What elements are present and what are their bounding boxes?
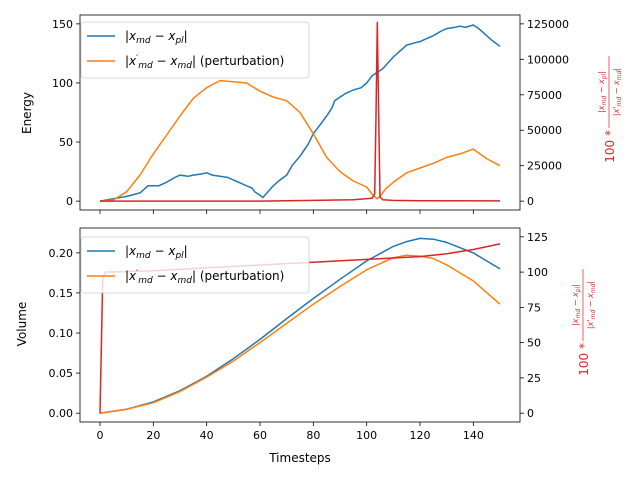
svg-text:100 *: 100 * xyxy=(577,343,591,376)
volume-xlabel: Timesteps xyxy=(268,451,331,465)
volume-y2tick-label: 25 xyxy=(527,372,541,385)
volume-axes-frame xyxy=(79,227,521,423)
svg-text:|xmd − xpl|: |xmd − xpl| xyxy=(597,71,608,113)
volume-y2tick-label: 125 xyxy=(527,231,548,244)
energy-ytick-label: 150 xyxy=(52,18,73,31)
energy-y2tick-label: 75000 xyxy=(527,89,562,102)
energy-y2tick-label: 50000 xyxy=(527,124,562,137)
energy-y2tick-label: 25000 xyxy=(527,160,562,173)
energy-ytick-label: 100 xyxy=(52,77,73,90)
energy-series-lines xyxy=(99,21,501,202)
svg-text:|x'md − xmd|: |x'md − xmd| xyxy=(612,68,623,116)
volume-y2tick-label: 100 xyxy=(527,266,548,279)
energy-series-2-line xyxy=(99,79,501,202)
energy-y2tick-label: 0 xyxy=(527,195,534,208)
volume-ticks: 0 20 40 60 80 100 120 140 0.00 0.05 0.10 0.15 0.20 0 2… xyxy=(49,231,549,442)
volume-xtick-label: 20 xyxy=(146,429,160,442)
energy-series-3-line xyxy=(100,21,501,202)
volume-ytick-label: 0.05 xyxy=(49,367,74,380)
energy-ticks: 0 50 100 150 0 25000 50000 75000 100000 125000 xyxy=(52,18,569,214)
svg-text:|xmd − xpl|: |xmd − xpl| xyxy=(571,284,582,326)
energy-ylabel: Energy xyxy=(20,92,34,134)
volume-panel: 0 20 40 60 80 100 120 140 0.00 0.05 0.10 0.15 0.20 0 2… xyxy=(15,227,597,465)
energy-y2tick-label: 125000 xyxy=(527,18,569,31)
volume-ylabel: Volume xyxy=(15,302,29,347)
volume-xtick-label: 120 xyxy=(410,429,431,442)
volume-legend-entry-2: |x′md − xmd| (perturbation) xyxy=(125,269,284,286)
volume-ytick-label: 0.15 xyxy=(49,287,74,300)
energy-y2label: 100 * |xmd − xpl| |x'md − xmd| xyxy=(597,56,623,163)
energy-legend: |xmd − xpl| |x′md − xmd| (perturbation) xyxy=(80,21,310,79)
volume-xtick-label: 100 xyxy=(356,429,377,442)
volume-ytick-label: 0.10 xyxy=(49,327,74,340)
volume-y2tick-label: 0 xyxy=(527,407,534,420)
volume-y2tick-label: 50 xyxy=(527,337,541,350)
volume-ytick-label: 0.20 xyxy=(49,247,74,260)
volume-xtick-label: 140 xyxy=(463,429,484,442)
volume-xtick-label: 40 xyxy=(200,429,214,442)
energy-axes-frame xyxy=(79,14,521,211)
energy-legend-entry-2: |x′md − xmd| (perturbation) xyxy=(125,54,284,71)
volume-xtick-label: 80 xyxy=(306,429,320,442)
volume-y2label: 100 * |xmd − xpl| |x'md − xmd| xyxy=(571,269,597,376)
energy-ytick-label: 50 xyxy=(59,136,73,149)
volume-xtick-label: 60 xyxy=(253,429,267,442)
svg-text:100 *: 100 * xyxy=(603,130,617,163)
volume-xtick-label: 0 xyxy=(97,429,104,442)
volume-ytick-label: 0.00 xyxy=(49,407,74,420)
volume-legend: |xmd − xpl| |x′md − xmd| (perturbation) xyxy=(80,236,310,294)
svg-text:|x'md − xmd|: |x'md − xmd| xyxy=(586,281,597,329)
volume-series-2-line xyxy=(99,254,501,414)
energy-y2tick-label: 100000 xyxy=(527,53,569,66)
energy-panel: 0 50 100 150 0 25000 50000 75000 100000 125000 En… xyxy=(20,14,623,214)
volume-y2tick-label: 75 xyxy=(527,301,541,314)
energy-ytick-label: 0 xyxy=(66,195,73,208)
